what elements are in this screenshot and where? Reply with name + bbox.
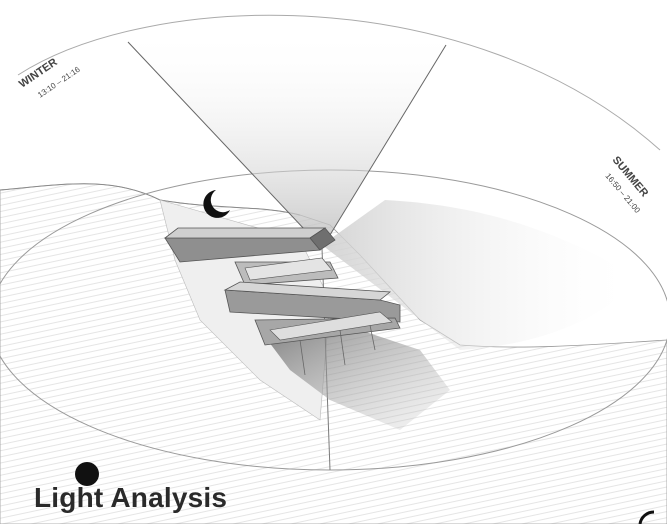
cone-edge-left <box>127 41 323 249</box>
summer-light-band <box>322 200 640 350</box>
cone-edge-right <box>321 44 447 249</box>
winter-light-cone <box>128 27 446 248</box>
crescent-moon-icon <box>203 190 230 218</box>
filled-circle-icon <box>75 462 99 486</box>
corner-mark-icon <box>638 510 655 524</box>
sky-dome-arc <box>17 14 661 151</box>
building-shadow <box>260 330 450 430</box>
page-title: Light Analysis <box>34 482 228 513</box>
building <box>163 227 401 376</box>
